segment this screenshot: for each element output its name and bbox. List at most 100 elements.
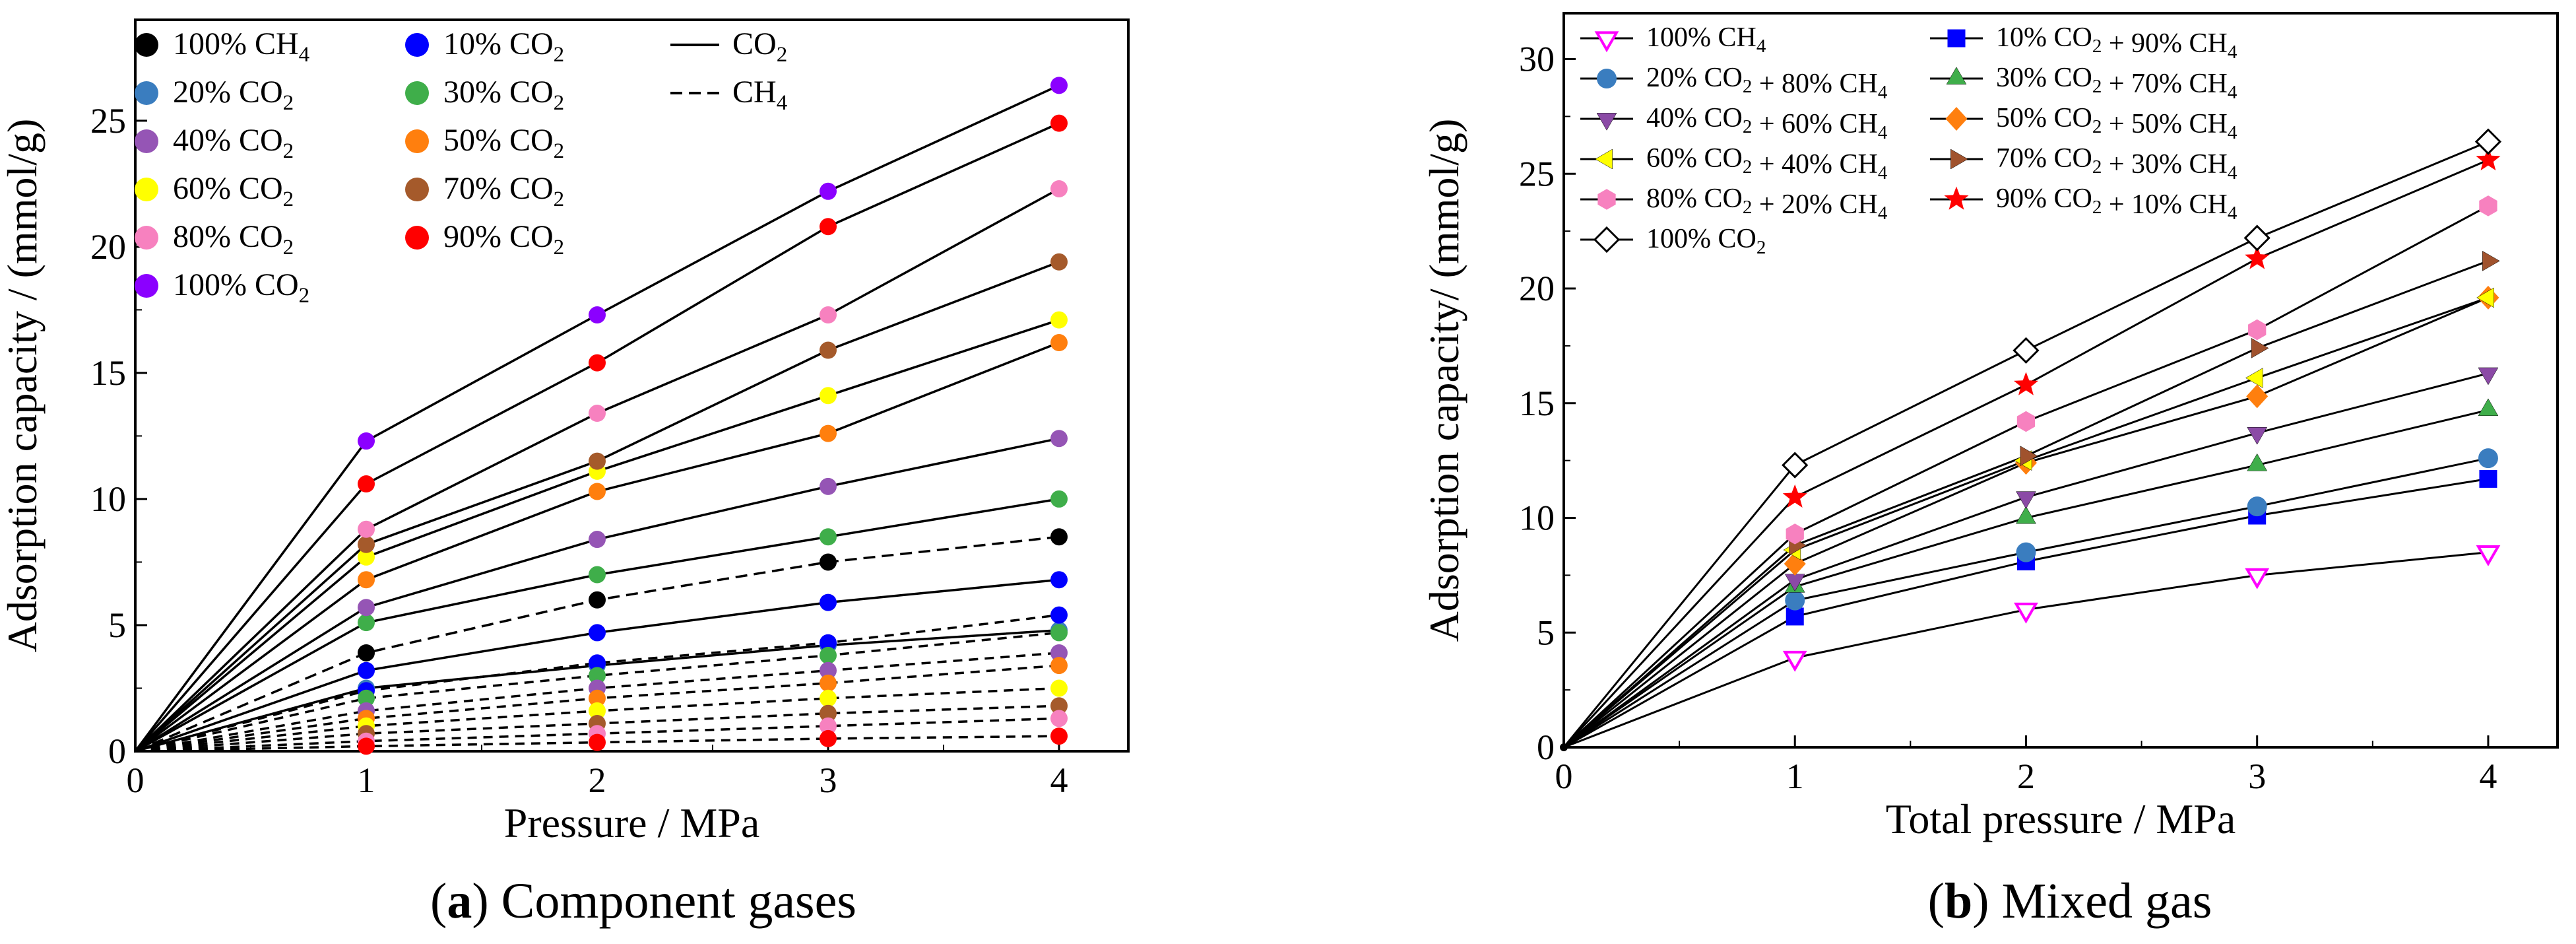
y-tick-label: 0 [108,731,126,771]
data-point [358,644,375,661]
chart-a-points [358,77,1068,755]
legend-subscript: 4 [1878,122,1888,143]
ch4-partial-line-0 [135,613,1060,753]
legend-text-part: 100% CO [173,267,299,302]
data-point-b [1785,590,1805,611]
ch4-partial-point [1050,697,1068,715]
data-point-b-shape [2476,545,2501,566]
legend-text-part: + 70% CH [2102,69,2228,99]
legend-subscript: 4 [1878,203,1888,224]
data-point-b [2245,568,2270,590]
data-point-b [2478,448,2498,469]
legend-text-part: 30% CO [443,75,554,110]
legend-text-part: 50% CO [1996,103,2092,133]
y-axis-label: Adsorption capacity/ (mmol/g) [1421,119,1467,642]
x-tick-label: 1 [358,760,375,800]
x-tick-label: 3 [2248,757,2266,796]
data-point [589,591,606,609]
legend-subscript: 2 [283,91,294,115]
legend-subscript: 4 [299,43,310,67]
caption-b: (b) Mixed gas [1927,873,2212,929]
legend-text-part: 40% CO [1646,103,1743,133]
data-point-b [2245,368,2263,388]
legend-label: 20% CO2 [173,75,294,115]
data-point-b [2013,372,2039,395]
legend-text-part: CO [732,26,777,61]
data-point-b-shape [2013,372,2039,395]
legend-marker-shape [1945,107,1968,131]
x-tick-label: 0 [127,760,145,800]
ch4-partial-point [820,634,837,652]
data-point-b-shape [1786,607,1804,626]
legend-label: 100% CO2 [173,267,309,308]
ch4-partial-point [1050,679,1068,697]
data-point [820,306,837,324]
legend-label: 10% CO2 + 90% CH4 [1996,22,2238,63]
legend-text-part: 50% CO [443,123,554,158]
ch4-partial-point [1050,624,1068,642]
legend-text-part: 100% CH [173,26,299,61]
caption-a-letter: a [447,873,472,929]
legend-text-part: 60% CO [1646,143,1743,174]
data-point [358,535,375,553]
legend-text-part: 100% CH [1646,22,1756,53]
data-point-b-shape [2246,384,2269,409]
ch4-partial-point [820,704,837,722]
ch4-partial-point [1050,710,1068,727]
ch4-partial-point [1050,657,1068,675]
data-point-b-shape [2245,568,2270,590]
legend-subscript: 2 [554,187,565,211]
legend-text-part: + 10% CH [2102,189,2228,220]
legend-marker [135,81,158,105]
data-point-b [2246,384,2269,409]
caption-a: (a) Component gases [430,873,856,929]
legend-marker [1597,189,1616,210]
data-point-b [2014,602,2038,624]
data-point-b [2476,545,2501,566]
data-point-b-shape [2016,506,2036,524]
legend-subscript: 2 [554,236,565,259]
legend-marker [1593,226,1621,253]
x-axis-label: Total pressure / MPa [1886,795,2236,842]
legend-marker [405,178,429,201]
data-point [820,528,837,546]
data-point [1050,571,1068,589]
legend-subscript: 4 [1756,36,1766,57]
data-point-b [2251,337,2269,358]
y-tick-label: 5 [1537,613,1555,652]
data-point [820,387,837,405]
legend-text-part: + 60% CH [1752,109,1878,139]
data-point-b [2016,542,2036,562]
data-point-b-shape [2479,469,2497,488]
legend-marker-shape [1944,186,1969,210]
data-point-b [2479,469,2497,488]
legend-subscript: 2 [2092,197,2102,218]
legend-subscript: 2 [2092,116,2102,137]
data-point-b-shape [1785,590,1805,611]
y-tick-label: 0 [1537,727,1555,767]
legend-marker [135,129,158,153]
x-tick-label: 3 [820,760,837,800]
legend-marker [1950,149,1968,170]
plot-frame [1562,12,2559,749]
ch4-partial-point [820,646,837,664]
plot-frame [134,18,1130,753]
legend-subscript: 2 [283,187,294,211]
y-axis-label: Adsorption capacity / (mmol/g) [0,119,46,653]
legend-subscript: 2 [1743,116,1753,137]
legend-subscript: 4 [2228,162,2238,184]
legend-text-part: CH [732,75,777,110]
data-point-b [2245,246,2270,269]
legend-marker [135,226,158,250]
ch4-partial-point [820,689,837,707]
legend-label: 40% CO2 [173,123,294,163]
legend-label: 30% CO2 + 70% CH4 [1996,63,2238,103]
legend-text-part: + 50% CH [2102,109,2228,139]
data-point-b-shape [2482,250,2500,271]
legend-text-part: + 30% CH [2102,149,2228,180]
ch4-partial-point [358,689,375,707]
data-point-b [1786,607,1804,626]
x-axis-label: Pressure / MPa [504,799,760,846]
data-point-b [2247,427,2268,445]
